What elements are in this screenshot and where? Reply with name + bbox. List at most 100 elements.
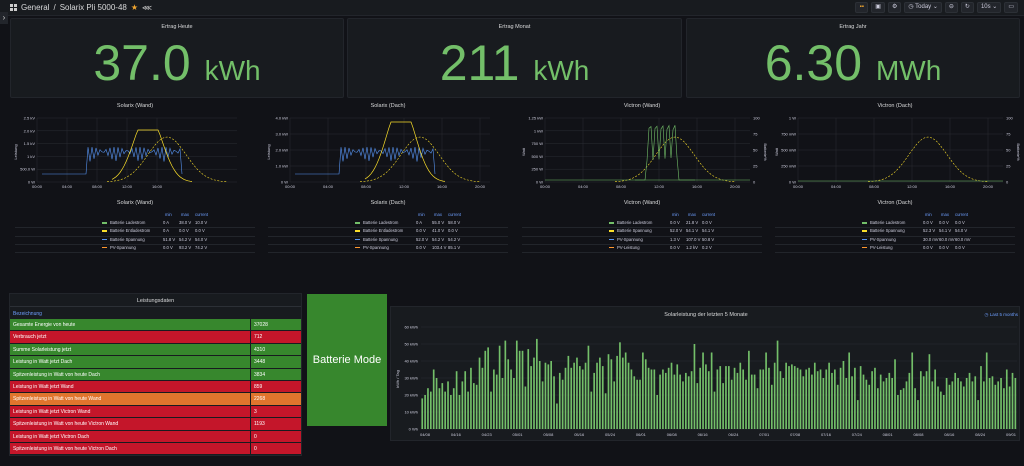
bar xyxy=(911,352,914,429)
bar xyxy=(776,340,779,429)
series-min: 0.0 V xyxy=(670,244,680,250)
legend-col-current[interactable]: current xyxy=(955,212,969,217)
bar xyxy=(791,364,793,429)
row-label: Leistung in Watt jetzt Wand xyxy=(13,383,74,390)
legend-col-min[interactable]: min xyxy=(672,212,679,217)
bar xyxy=(962,386,965,429)
zoom-out-icon[interactable]: ⊖ xyxy=(944,2,958,13)
legend-2: Victron (Wand) min max current Batterie Lade… xyxy=(522,200,762,253)
legend-row[interactable]: PV-Leistung 0.0 V 1.2 kV 0.2 V xyxy=(522,245,762,253)
time-picker-button[interactable]: ◷ Today ⌄ xyxy=(904,2,942,13)
row-value: 1193 xyxy=(250,418,301,430)
legend-row[interactable]: Batterie Ladestrom 0 A 38.0 V 10.0 V xyxy=(15,220,255,229)
bar xyxy=(819,369,822,429)
legend-row[interactable]: PV-Spannung 30.0 mV 60.0 mV 60.0 mV xyxy=(775,237,1015,245)
legend-col-max[interactable]: max xyxy=(941,212,949,217)
refresh-interval-button[interactable]: 10s ⌄ xyxy=(976,2,1002,13)
row-value: 3834 xyxy=(250,368,301,380)
series-swatch xyxy=(862,230,867,232)
y-tick-label: 500 W xyxy=(531,154,543,159)
table-header-bezeichnung[interactable]: Bezeichnung xyxy=(13,311,42,317)
bar xyxy=(948,384,951,429)
legend-col-min[interactable]: min xyxy=(165,212,172,217)
bar xyxy=(627,362,630,429)
legend-col-max[interactable]: max xyxy=(688,212,696,217)
dashboards-grid-icon[interactable] xyxy=(10,4,17,11)
legend-row[interactable]: Batterie Entladestrom 0.0 V 41.0 V 0.0 V xyxy=(268,228,508,237)
x-tick-label: 06/01 xyxy=(636,432,647,437)
legend-col-current[interactable]: current xyxy=(448,212,462,217)
legend-row[interactable]: Batterie Spannung 52.3 V 54.1 V 54.0 V xyxy=(775,228,1015,237)
legend-row[interactable]: Batterie Ladestrom 0.0 V 0.0 V 0.0 V xyxy=(775,220,1015,229)
bar xyxy=(653,369,656,429)
bar xyxy=(515,340,518,429)
dashboard-title[interactable]: Solarix Pli 5000-48 xyxy=(59,3,127,12)
row-label: Verbrauch jetzt xyxy=(13,334,47,341)
x-tick-label: 04/23 xyxy=(482,432,493,437)
legend-row[interactable]: PV-Leistung 0.0 V 0.0 V 0.0 V xyxy=(775,245,1015,253)
legend-title: Solarix (Wand) xyxy=(116,200,154,206)
bar xyxy=(427,388,429,429)
gear-icon[interactable]: ⚙ xyxy=(887,2,902,13)
legend-col-current[interactable]: current xyxy=(195,212,209,217)
legend-row[interactable]: PV-Spannung 0.0 V 103.4 V 85.1 V xyxy=(268,245,508,253)
x-tick-label: 04/08 xyxy=(420,432,431,437)
bar xyxy=(825,369,828,429)
share-icon[interactable]: ⋘ xyxy=(142,4,152,12)
legend-row[interactable]: PV-Spannung 0.0 V 93.2 V 74.2 V xyxy=(15,245,255,253)
legend-col-min[interactable]: min xyxy=(418,212,425,217)
bar xyxy=(796,367,799,429)
bar xyxy=(567,355,570,429)
stat-panel-jahr[interactable]: Ertrag Jahr 6.30 MWh xyxy=(686,18,1020,98)
bar xyxy=(621,357,624,429)
bar xyxy=(450,395,452,429)
legend-row[interactable]: Batterie Spannung 51.8 V 54.2 V 54.0 V xyxy=(15,237,255,245)
pv-forecast-line xyxy=(867,136,989,182)
legend-row[interactable]: PV-Spannung 1.3 V 107.0 V 50.8 V xyxy=(522,237,762,245)
legend-col-max[interactable]: max xyxy=(434,212,442,217)
bar xyxy=(782,378,785,429)
legend-col-min[interactable]: min xyxy=(925,212,932,217)
tv-mode-icon[interactable]: ▭ xyxy=(1004,2,1018,13)
refresh-interval-label: 10s xyxy=(980,4,991,10)
bar xyxy=(874,367,876,429)
bar xyxy=(487,347,489,429)
chevron-down-icon: ⌄ xyxy=(932,4,938,10)
row-label: Leistung in Watt jetzt Dach xyxy=(13,359,73,366)
save-icon[interactable]: ▣ xyxy=(871,2,885,13)
stat-panel-monat[interactable]: Ertrag Monat 211 kWh xyxy=(347,18,682,98)
add-panel-button[interactable]: ▪▪ xyxy=(855,2,869,13)
x-tick-label: 07/16 xyxy=(821,432,832,437)
bar xyxy=(716,369,719,429)
x-tick-label: 08:00 xyxy=(92,184,103,189)
series-current: 10.0 V xyxy=(195,220,208,226)
y-tick-label: 1 kW xyxy=(534,128,543,133)
sidebar-toggle-icon[interactable]: › xyxy=(0,12,8,24)
star-icon[interactable]: ★ xyxy=(130,3,139,12)
y-tick-label: 500 mW xyxy=(781,148,796,153)
bar xyxy=(504,340,507,429)
x-tick-label: 16:00 xyxy=(945,184,956,189)
bar xyxy=(558,372,561,429)
refresh-button[interactable]: ↻ xyxy=(960,2,974,13)
breadcrumb-folder[interactable]: General xyxy=(21,3,50,12)
x-tick-label: 05/24 xyxy=(605,432,616,437)
legend-col-current[interactable]: current xyxy=(702,212,716,217)
bar xyxy=(914,388,916,429)
x-tick-label: 12:00 xyxy=(399,184,410,189)
legend-3: Victron (Dach) min max current Batterie Lade… xyxy=(775,200,1015,253)
legend-header: min max current xyxy=(15,212,255,220)
y-tick-label: 2.0 kW xyxy=(276,148,289,153)
legend-row[interactable]: Batterie Entladestrom 0 A 0.0 V 0.0 V xyxy=(15,228,255,237)
bar xyxy=(899,389,902,429)
table-body: Gesamte Energie von heute 37028 Verbrauch … xyxy=(10,319,301,456)
bar xyxy=(954,372,957,429)
legend-row[interactable]: Batterie Spannung 52.0 V 54.2 V 54.2 V xyxy=(268,237,508,245)
stat-panel-heute[interactable]: Ertrag Heute 37.0 kWh xyxy=(10,18,344,98)
legend-row[interactable]: Batterie Ladestrom 0.0 V 21.8 V 0.0 V xyxy=(522,220,762,229)
legend-row[interactable]: Batterie Spannung 52.0 V 54.1 V 54.1 V xyxy=(522,228,762,237)
legend-col-max[interactable]: max xyxy=(181,212,189,217)
series-current: 0.2 V xyxy=(702,244,712,250)
legend-row[interactable]: Batterie Ladestrom 0 A 55.0 V 58.0 V xyxy=(268,220,508,229)
bar xyxy=(690,371,693,429)
